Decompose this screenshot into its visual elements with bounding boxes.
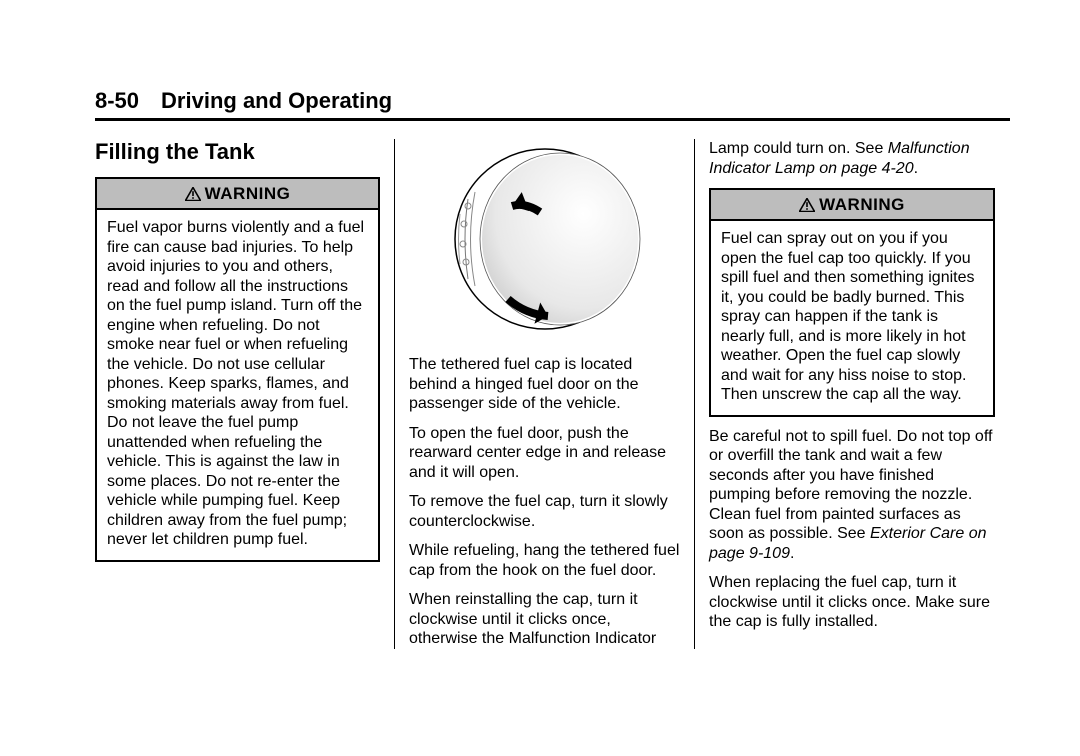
col3-p2: Be careful not to spill fuel. Do not top… (709, 427, 995, 564)
warning-triangle-icon (799, 198, 815, 212)
col3-p1c: . (914, 160, 918, 177)
warning-triangle-icon (185, 187, 201, 201)
col2-p4: While refueling, hang the tethered fuel … (409, 541, 680, 580)
warning-header-1: WARNING (97, 179, 378, 210)
warning-label-2: WARNING (819, 195, 905, 214)
col2-p3: To remove the fuel cap, turn it slowly c… (409, 492, 680, 531)
manual-page: 8-50 Driving and Operating Filling the Ta… (0, 0, 1080, 756)
warning-body-1: Fuel vapor burns violently and a fuel fi… (97, 210, 378, 560)
warning-header-2: WARNING (711, 190, 993, 221)
col2-p2: To open the fuel door, push the rearward… (409, 424, 680, 483)
warning-body-2: Fuel can spray out on you if you open th… (711, 221, 993, 415)
fuel-cap-figure (409, 139, 680, 349)
warning-box-2: WARNING Fuel can spray out on you if you… (709, 188, 995, 417)
col2-p1: The tethered fuel cap is located behind … (409, 355, 680, 414)
header-text: 8-50 Driving and Operating (95, 88, 392, 113)
col3-p3: When replacing the fuel cap, turn it clo… (709, 573, 995, 632)
column-1: Filling the Tank WARNING Fuel vapor burn… (95, 139, 395, 649)
column-3: Lamp could turn on. See Malfunction Indi… (695, 139, 995, 649)
section-title: Filling the Tank (95, 139, 380, 165)
column-2: The tethered fuel cap is located behind … (395, 139, 695, 649)
col2-p5: When reinstalling the cap, turn it clock… (409, 590, 680, 649)
col3-p1: Lamp could turn on. See Malfunction Indi… (709, 139, 995, 178)
content-columns: Filling the Tank WARNING Fuel vapor burn… (95, 139, 1010, 649)
warning-box-1: WARNING Fuel vapor burns violently and a… (95, 177, 380, 562)
col3-p2c: . (790, 545, 794, 562)
col3-p1a: Lamp could turn on. See (709, 140, 888, 157)
chapter-title: Driving and Operating (161, 88, 392, 113)
fuel-cap-illustration (420, 144, 670, 344)
page-header: 8-50 Driving and Operating (95, 88, 1010, 121)
page-number: 8-50 (95, 88, 139, 113)
warning-label-1: WARNING (205, 184, 291, 203)
